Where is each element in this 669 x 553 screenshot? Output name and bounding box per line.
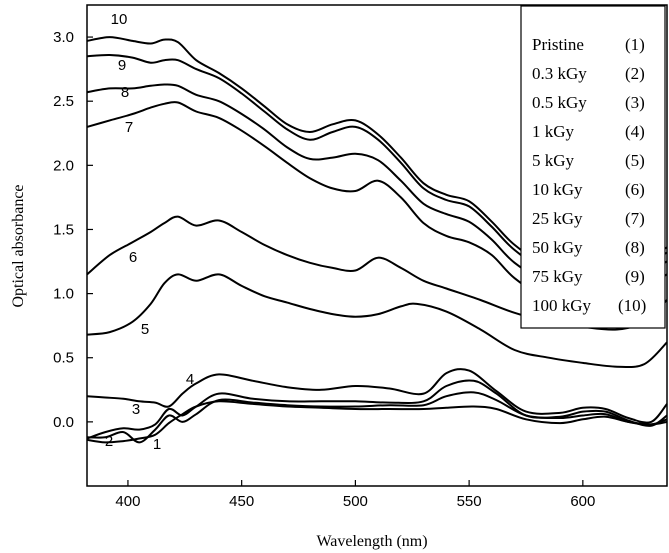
curve-label-10: 10 [111, 11, 128, 28]
x-tick-label: 400 [115, 493, 140, 510]
x-tick-label: 500 [343, 493, 368, 510]
y-tick-label: 0.0 [53, 414, 74, 431]
y-tick-label: 3.0 [53, 29, 74, 46]
y-tick-label: 0.5 [53, 350, 74, 367]
legend-entry-number: (10) [618, 296, 646, 315]
curve-number-labels: 1 2 3 4 5 6 7 8 9 10 [105, 11, 194, 453]
plot-frame [86, 4, 668, 487]
legend-entry-number: (3) [625, 93, 645, 112]
y-tick-label: 1.0 [53, 286, 74, 303]
curve-label-7: 7 [125, 119, 133, 136]
curve-label-1: 1 [153, 436, 161, 453]
y-axis-title: Optical absorbance [10, 184, 27, 307]
x-tick-label: 450 [229, 493, 254, 510]
series-line-8 [86, 83, 668, 293]
series-line-1 [86, 400, 668, 444]
curve-label-3: 3 [132, 401, 140, 418]
y-tick-label: 2.5 [53, 93, 74, 110]
legend-entry-number: (5) [625, 151, 645, 170]
legend-entry-number: (8) [625, 238, 645, 257]
series-line-2 [86, 391, 668, 444]
x-axis-title: Wavelength (nm) [316, 533, 427, 550]
legend-entry-name: 75 kGy [532, 267, 583, 286]
legend-box [520, 5, 666, 329]
y-axis-ticks: 0.0 0.5 1.0 1.5 2.0 2.5 3.0 [53, 29, 93, 431]
legend-entry-number: (2) [625, 64, 645, 83]
curve-label-9: 9 [118, 57, 126, 74]
legend-entry-name: 5 kGy [532, 151, 575, 170]
legend-entry-number: (9) [625, 267, 645, 286]
legend-entry-number: (7) [625, 209, 645, 228]
x-tick-label: 550 [457, 493, 482, 510]
legend-entry-name: 50 kGy [532, 238, 583, 257]
legend-entry-name: 0.3 kGy [532, 64, 587, 83]
legend-entry-number: (4) [625, 122, 645, 141]
legend-entry-number: (6) [625, 180, 645, 199]
series-line-4 [86, 368, 668, 424]
y-tick-label: 1.5 [53, 221, 74, 238]
legend-entry-number: (1) [625, 35, 645, 54]
curve-label-5: 5 [141, 321, 149, 338]
series-line-9 [86, 53, 668, 283]
legend: Pristine (1) 0.3 kGy (2) 0.5 kGy (3) 1 kGy (4) 5… [520, 5, 666, 329]
series-line-5 [86, 273, 668, 369]
legend-entry-name: 0.5 kGy [532, 93, 587, 112]
legend-entry-name: 25 kGy [532, 209, 583, 228]
curve-label-6: 6 [129, 249, 137, 266]
curve-label-2: 2 [105, 433, 113, 450]
legend-entry-name: 100 kGy [532, 296, 592, 315]
legend-entry-name: 10 kGy [532, 180, 583, 199]
legend-entry-name: Pristine [532, 35, 584, 54]
series-line-7 [86, 101, 668, 308]
x-tick-label: 600 [570, 493, 595, 510]
y-tick-label: 2.0 [53, 157, 74, 174]
series-line-10 [86, 36, 668, 278]
series-line-3 [86, 379, 668, 440]
series-curves [86, 36, 668, 444]
legend-entry-name: 1 kGy [532, 122, 575, 141]
x-axis-ticks: 400 450 500 550 600 [115, 480, 595, 510]
curve-label-8: 8 [121, 84, 129, 101]
curve-label-4: 4 [186, 371, 194, 388]
